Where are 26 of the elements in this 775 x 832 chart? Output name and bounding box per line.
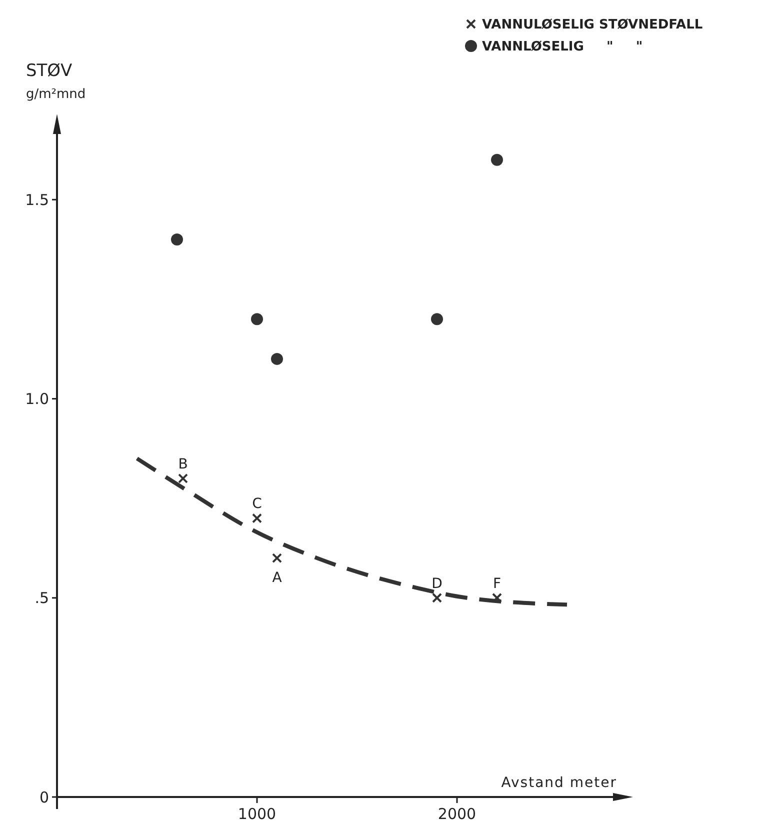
point: [171, 233, 183, 246]
x-axis-title: Avstand meter: [501, 775, 617, 791]
legend-label: VANNLØSELIG " ": [482, 40, 643, 55]
annotation: C: [252, 496, 262, 512]
y-tick-label: 0: [39, 788, 49, 806]
point: [272, 553, 282, 564]
y-tick-label: .5: [34, 589, 49, 608]
point: [178, 473, 188, 484]
legend-label: VANNULØSELIG STØVNEDFALL: [482, 18, 703, 33]
line-series: [135, 456, 569, 607]
point: [491, 154, 503, 166]
point: [432, 592, 442, 603]
point: [492, 592, 502, 603]
annotation: F: [492, 576, 502, 592]
annotation: A: [272, 570, 282, 586]
x-tick-label: 1000: [238, 805, 276, 823]
annotation: B: [178, 456, 188, 472]
point: [251, 313, 263, 326]
x-tick-label: 2000: [438, 805, 476, 823]
point: [252, 513, 262, 524]
y-tick-label: 1.0: [25, 390, 49, 408]
annotation: D: [432, 576, 442, 592]
y-axis-title: STØV g/m²mnd: [26, 61, 86, 102]
point: [431, 313, 443, 326]
y-tick-label: 1.5: [25, 190, 49, 209]
point: [271, 352, 283, 365]
